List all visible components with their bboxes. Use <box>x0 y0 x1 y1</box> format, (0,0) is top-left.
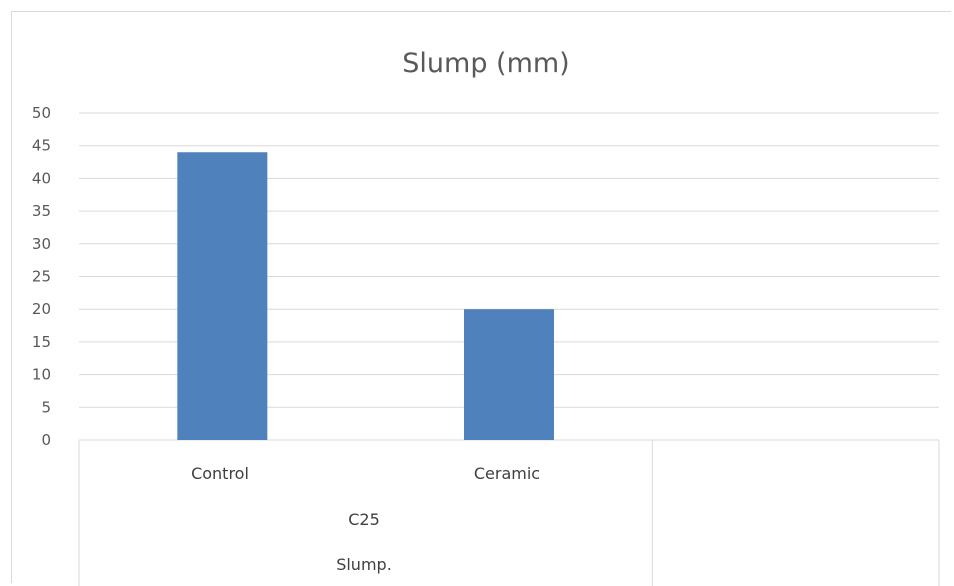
group-label-c25: C25 <box>348 510 380 529</box>
y-tick-label: 10 <box>32 366 51 384</box>
y-tick-label: 15 <box>32 333 51 351</box>
category-label-control: Control <box>191 464 249 483</box>
y-tick-label: 25 <box>32 268 51 286</box>
y-tick-label: 5 <box>41 398 51 416</box>
x-axis-table <box>78 440 940 586</box>
y-tick-label: 35 <box>32 202 51 220</box>
bar-ceramic <box>464 309 554 440</box>
y-tick-label: 30 <box>32 235 51 253</box>
bars <box>177 152 554 441</box>
y-tick-label: 20 <box>32 300 51 318</box>
chart-frame <box>11 11 951 583</box>
group-label-slump: Slump. <box>336 555 392 574</box>
y-tick-label: 40 <box>32 169 51 187</box>
y-tick-label: 0 <box>41 431 51 449</box>
bar-control <box>177 152 268 441</box>
chart-title: Slump (mm) <box>402 48 569 79</box>
category-label-ceramic: Ceramic <box>474 464 540 483</box>
y-axis-ticks: 0 5 10 15 20 25 30 35 40 45 50 <box>32 104 51 449</box>
y-tick-label: 50 <box>32 104 51 122</box>
y-tick-label: 45 <box>32 137 51 155</box>
